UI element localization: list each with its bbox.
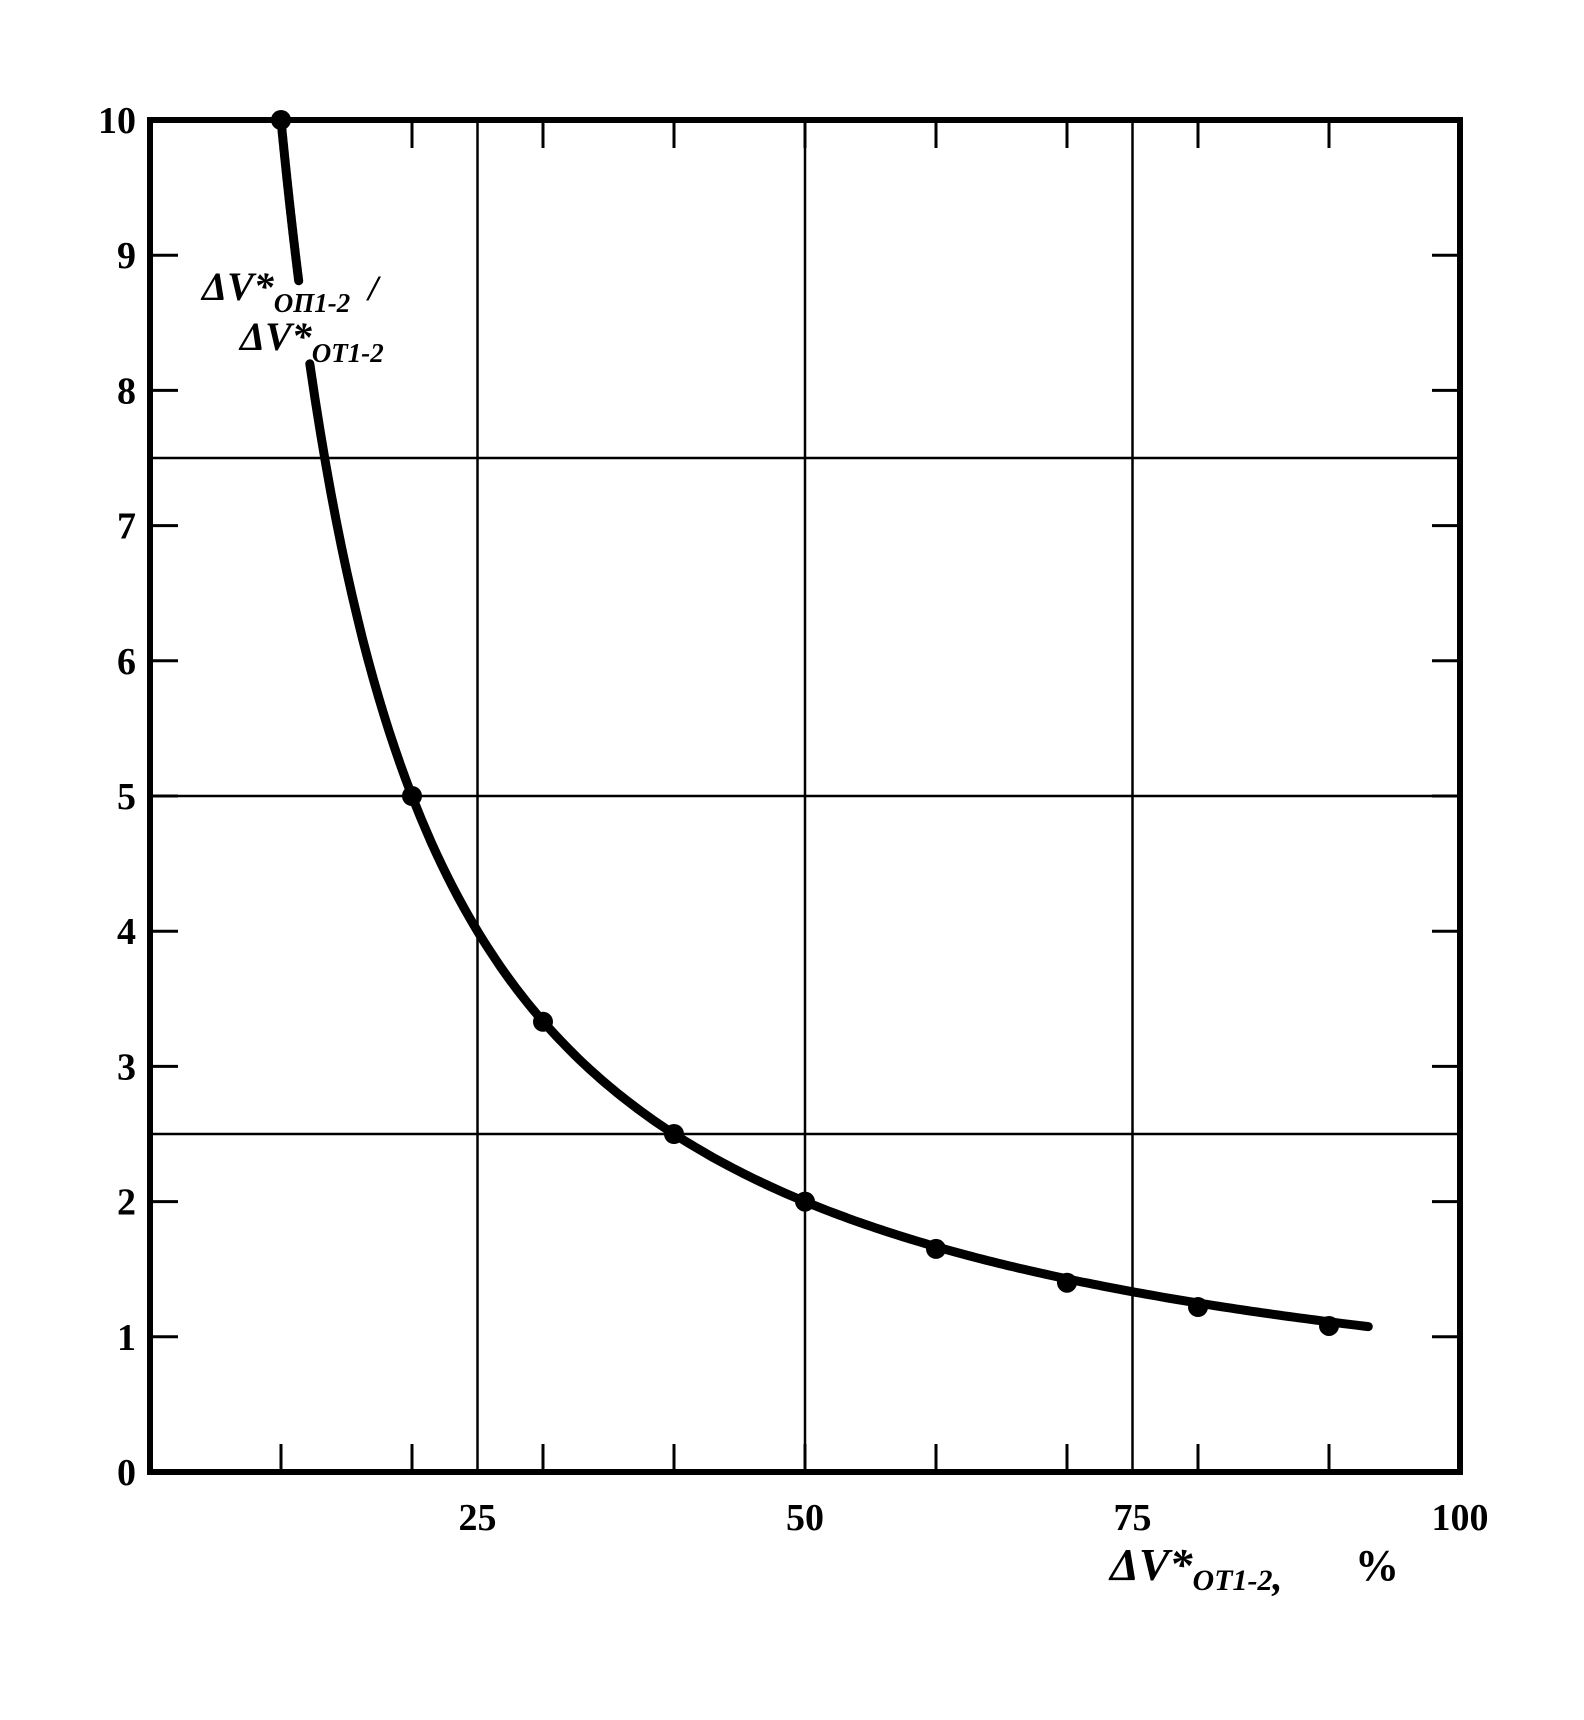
x-axis-unit: % — [1355, 1541, 1399, 1590]
x-axis-label-sub: OT1-2 — [1193, 1564, 1273, 1597]
tick-marks — [150, 118, 1460, 1474]
data-point — [533, 1011, 553, 1032]
y-tick-label: 4 — [117, 911, 136, 953]
y-axis-label-line1-slash: / — [365, 268, 381, 308]
x-tick-label: 25 — [459, 1497, 497, 1539]
y-tick-label: 2 — [117, 1182, 136, 1224]
series-line — [305, 359, 1373, 1332]
data-point — [664, 1124, 684, 1144]
x-tick-labels: 25 50 75 100 — [459, 1497, 1489, 1539]
y-tick-label: 7 — [117, 506, 136, 548]
y-tick-label: 3 — [117, 1046, 136, 1088]
x-tick-label: 50 — [786, 1497, 824, 1539]
y-tick-label: 9 — [117, 235, 136, 277]
grid-lines — [150, 120, 1460, 1472]
x-tick-label: 100 — [1432, 1497, 1489, 1539]
series-curve — [276, 115, 1373, 1332]
y-tick-label: 1 — [117, 1317, 136, 1359]
y-tick-label: 10 — [98, 100, 136, 142]
data-point — [271, 110, 291, 130]
y-tick-label: 5 — [117, 776, 136, 818]
data-point — [1319, 1315, 1339, 1336]
y-tick-labels: 0 1 2 3 4 5 6 7 8 9 10 — [98, 100, 136, 1494]
data-point — [1057, 1272, 1077, 1293]
series-line — [276, 115, 304, 286]
x-axis-label-comma: , — [1272, 1554, 1283, 1599]
x-tick-label: 75 — [1114, 1497, 1152, 1539]
data-point — [926, 1238, 946, 1259]
y-tick-label: 6 — [117, 641, 136, 683]
y-axis-label-line1-main: ΔV* — [200, 264, 275, 309]
data-point — [402, 786, 422, 806]
y-axis-label-line2-sub: OT1-2 — [312, 338, 384, 368]
y-axis-label-line2-main: ΔV* — [238, 314, 313, 359]
x-axis-label-main: ΔV* — [1108, 1539, 1194, 1590]
y-tick-label: 0 — [117, 1452, 136, 1494]
data-points — [271, 110, 1339, 1336]
y-axis-label-line1-sub: OП1-2 — [274, 288, 351, 318]
y-axis-label-line1: ΔV*OП1-2 / — [200, 264, 381, 318]
y-axis-label-line2: ΔV*OT1-2 — [238, 314, 384, 368]
plot-frame — [147, 117, 1463, 1475]
x-axis-label: ΔV*OT1-2, — [1108, 1539, 1283, 1599]
data-point — [795, 1191, 815, 1212]
data-point — [1188, 1297, 1208, 1318]
y-tick-label: 8 — [117, 370, 136, 412]
